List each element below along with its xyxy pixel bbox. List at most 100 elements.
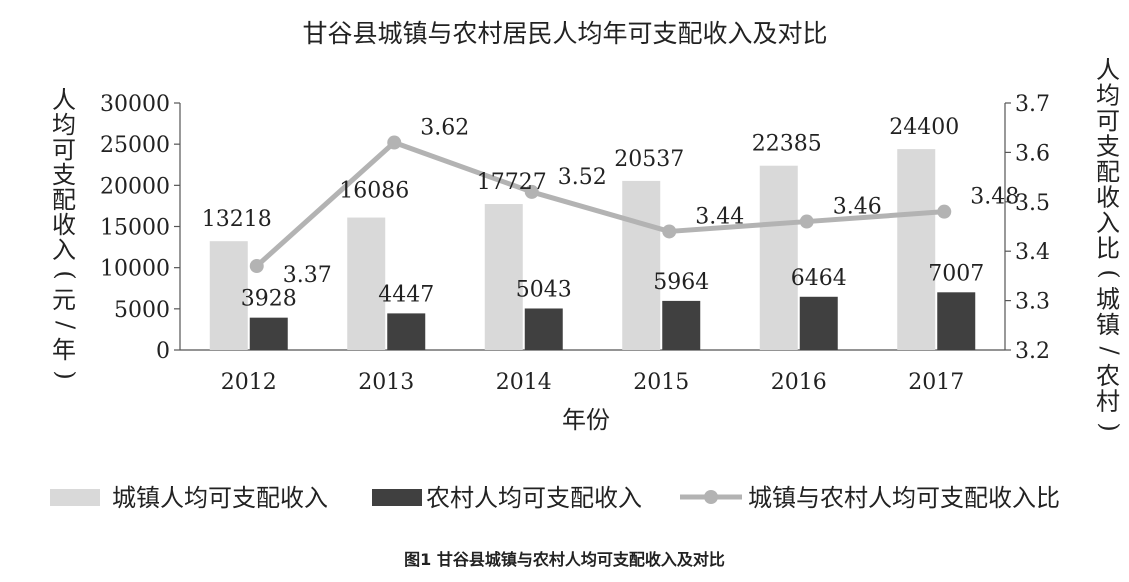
y-left-label-char: 支: [52, 161, 76, 189]
y-right-label-char: ): [1096, 422, 1124, 431]
bars: [209, 149, 976, 350]
ratio-value-label: 3.44: [695, 204, 744, 229]
y-left-label-char: 均: [52, 111, 76, 139]
y-left-label-char: 入: [52, 236, 76, 264]
y-left-label-char: /: [52, 321, 80, 330]
y-axis-right-label: 人均可支配收入比 ( 城镇 / 农村): [1096, 56, 1124, 432]
rural-bar-2012: [249, 317, 288, 350]
y-right-label-char: 城: [1096, 286, 1120, 314]
x-tick-label: 2015: [633, 370, 689, 395]
y-right-label-char: /: [1096, 346, 1124, 355]
y-left-tick-label: 0: [156, 339, 170, 364]
ratio-value-label: 3.62: [420, 116, 469, 141]
y-left-label-char: 年: [52, 336, 76, 364]
y-right-label-char: 入: [1096, 209, 1120, 237]
urban-value-label: 22385: [752, 132, 822, 157]
income-chart: 甘谷县城镇与农村居民人均年可支配收入及对比 人均可支配收入(元/年) 人均可支配…: [50, 19, 1124, 512]
y-axis-left-label: 人均可支配收入 ( 元 / 年): [52, 86, 80, 380]
urban-value-label: 17727: [477, 170, 547, 195]
urban-bar-2015: [622, 180, 661, 350]
y-left-tick-label: 10000: [100, 257, 170, 282]
legend: 城镇人均可支配收入 农村人均可支配收入 城镇与农村人均可支配收入比: [50, 484, 1060, 512]
rural-value-label: 5043: [516, 277, 572, 302]
ratio-value-label: 3.52: [558, 165, 607, 190]
legend-urban-swatch: [50, 489, 100, 506]
figure-caption: 图1 甘谷县城镇与农村人均可支配收入及对比: [404, 550, 725, 569]
x-tick-label: 2012: [221, 370, 277, 395]
y-right-tick-label: 3.7: [1015, 92, 1050, 117]
rural-bar-2017: [937, 292, 976, 350]
y-right-tick-label: 3.2: [1015, 339, 1050, 364]
urban-bar-2017: [897, 149, 936, 350]
y-left-tick-label: 15000: [100, 216, 170, 241]
y-left-label-char: 收: [52, 211, 76, 239]
urban-bar-2014: [484, 204, 523, 350]
ratio-value-label: 3.48: [970, 185, 1019, 210]
urban-bar-2013: [347, 217, 386, 350]
chart-title: 甘谷县城镇与农村居民人均年可支配收入及对比: [302, 19, 827, 48]
rural-bar-2015: [662, 300, 701, 350]
rural-value-label: 5964: [653, 270, 709, 295]
ratio-point-2014: [524, 184, 539, 199]
ratio-value-label: 3.37: [283, 263, 332, 288]
ratio-point-2012: [249, 259, 264, 274]
rural-bar-2014: [524, 308, 563, 350]
y-left-label-char: 配: [52, 186, 76, 214]
y-right-tick-label: 3.3: [1015, 290, 1050, 315]
x-tick-label: 2014: [496, 370, 552, 395]
legend-ratio-marker: [704, 490, 718, 504]
x-tick-label: 2016: [771, 370, 827, 395]
ratio-point-2015: [662, 224, 677, 239]
rural-value-label: 7007: [928, 261, 984, 286]
y-right-label-char: 收: [1096, 184, 1120, 212]
x-axis-label: 年份: [562, 406, 610, 434]
rural-bar-2016: [799, 296, 838, 350]
axes: 0 5000 10000 15000 20000 25000 30000 3.2 3.3 3.4 3…: [100, 92, 1050, 395]
urban-bar-2016: [759, 165, 798, 350]
urban-value-label: 13218: [202, 207, 272, 232]
y-right-label-char: 村: [1096, 388, 1120, 416]
y-left-tick-label: 25000: [100, 133, 170, 158]
y-left-tick-label: 5000: [114, 298, 170, 323]
x-tick-label: 2017: [908, 370, 964, 395]
y-right-label-char: 人: [1096, 56, 1120, 84]
rural-value-label: 6464: [791, 266, 847, 291]
y-left-label-char: 可: [52, 136, 76, 164]
y-right-label-char: 均: [1096, 82, 1120, 110]
y-left-label-char: (: [52, 270, 80, 279]
y-right-tick-label: 3.6: [1015, 141, 1050, 166]
y-left-tick-label: 30000: [100, 92, 170, 117]
ratio-value-label: 3.46: [833, 195, 882, 220]
x-tick-label: 2013: [358, 370, 414, 395]
rural-value-label: 4447: [378, 282, 434, 307]
y-right-label-char: 镇: [1096, 311, 1120, 339]
urban-value-label: 16086: [339, 179, 409, 204]
y-right-label-char: 配: [1096, 158, 1120, 186]
y-right-label-char: (: [1096, 269, 1124, 278]
legend-urban-label: 城镇人均可支配收入: [112, 484, 328, 512]
ratio-line-path: [255, 140, 945, 268]
y-right-label-char: 支: [1096, 133, 1120, 161]
urban-value-label: 24400: [889, 115, 959, 140]
y-left-label-char: 元: [52, 286, 76, 314]
y-right-tick-label: 3.5: [1015, 191, 1050, 216]
urban-bar-2012: [209, 241, 248, 350]
y-right-label-char: 农: [1096, 362, 1120, 390]
data-labels: 13218 16086 17727 20537 22385 24400 3928 4447 50…: [202, 115, 1019, 312]
y-right-label-char: 比: [1096, 235, 1120, 263]
ratio-point-2016: [799, 214, 814, 229]
ratio-line: [249, 135, 952, 274]
rural-bar-2013: [387, 313, 426, 350]
y-right-tick-label: 3.4: [1015, 240, 1050, 265]
legend-rural-swatch: [372, 489, 422, 506]
urban-value-label: 20537: [614, 147, 684, 172]
ratio-point-2013: [387, 135, 402, 150]
ratio-point-2017: [937, 204, 952, 219]
y-left-label-char: ): [52, 370, 80, 379]
rural-value-label: 3928: [241, 287, 297, 312]
y-left-tick-label: 20000: [100, 174, 170, 199]
y-right-label-char: 可: [1096, 107, 1120, 135]
y-left-label-char: 人: [52, 86, 76, 114]
legend-ratio-label: 城镇与农村人均可支配收入比: [748, 484, 1060, 512]
legend-rural-label: 农村人均可支配收入: [426, 484, 642, 512]
